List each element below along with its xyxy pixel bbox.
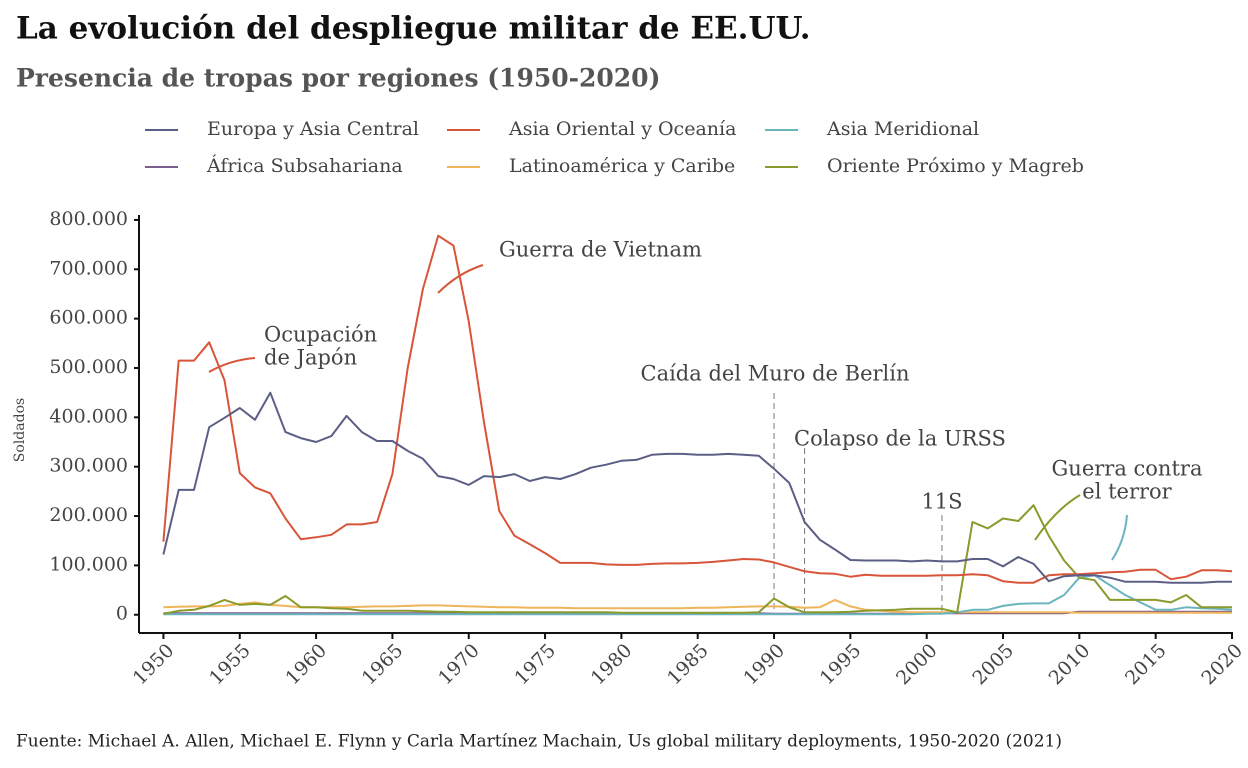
annotation-arrow	[1034, 494, 1081, 541]
series-line	[162, 391, 1232, 584]
series-line	[163, 574, 1233, 616]
x-tick-label: 2005	[968, 640, 1018, 690]
y-tick-label: 100.000	[49, 553, 128, 575]
annotation: Guerra contra	[1052, 457, 1203, 481]
x-tick-label: 1980	[587, 640, 637, 690]
x-tick-label: 2015	[1121, 640, 1171, 690]
annotation: Caída del Muro de Berlín	[641, 362, 910, 386]
chart-subtitle: Presencia de tropas por regiones (1950-2…	[16, 64, 660, 93]
x-tick-label: 1955	[205, 640, 255, 690]
legend-label: Asia Meridional	[826, 118, 979, 140]
x-tick-label: 1990	[739, 640, 789, 690]
y-tick-label: 800.000	[49, 208, 128, 230]
annotation: Colapso de la URSS	[794, 427, 1006, 451]
x-tick-label: 1960	[281, 640, 331, 690]
annotation: de Japón	[264, 346, 357, 370]
annotation-arrow	[1111, 514, 1128, 561]
x-tick-label: 1985	[663, 640, 713, 690]
chart-title: La evolución del despliegue militar de E…	[16, 11, 810, 47]
x-tick-label: 1950	[129, 640, 179, 690]
y-tick-label: 500.000	[49, 356, 128, 378]
x-tick-label: 1970	[434, 640, 484, 690]
x-tick-label: 2010	[1045, 640, 1095, 690]
y-tick-label: 300.000	[49, 455, 128, 477]
legend-label: África Subsahariana	[206, 154, 403, 177]
legend-label: Europa y Asia Central	[207, 118, 419, 140]
y-tick-label: 0	[116, 603, 128, 625]
y-axis-label: Soldados	[12, 398, 28, 462]
legend-label: Asia Oriental y Oceanía	[508, 118, 736, 140]
annotation: el terror	[1082, 480, 1172, 504]
y-tick-label: 200.000	[49, 504, 128, 526]
series-line	[162, 234, 1233, 584]
series-line	[163, 598, 1232, 614]
legend-label: Oriente Próximo y Magreb	[827, 155, 1084, 177]
y-tick-label: 600.000	[49, 307, 128, 329]
x-tick-label: 1995	[816, 640, 866, 690]
annotation: 11S	[921, 490, 962, 514]
x-tick-label: 1975	[510, 640, 560, 690]
x-tick-label: 2000	[892, 640, 942, 690]
source: Fuente: Michael A. Allen, Michael E. Fly…	[16, 732, 1062, 752]
annotation-arrow	[208, 357, 256, 373]
y-tick-label: 700.000	[49, 257, 128, 279]
annotation: Ocupación	[264, 323, 377, 347]
annotation: Guerra de Vietnam	[499, 238, 702, 262]
x-tick-label: 2020	[1197, 640, 1247, 690]
x-tick-label: 1965	[358, 640, 408, 690]
y-tick-label: 400.000	[49, 405, 128, 427]
legend-label: Latinoamérica y Caribe	[509, 155, 735, 177]
series-line	[163, 504, 1232, 615]
